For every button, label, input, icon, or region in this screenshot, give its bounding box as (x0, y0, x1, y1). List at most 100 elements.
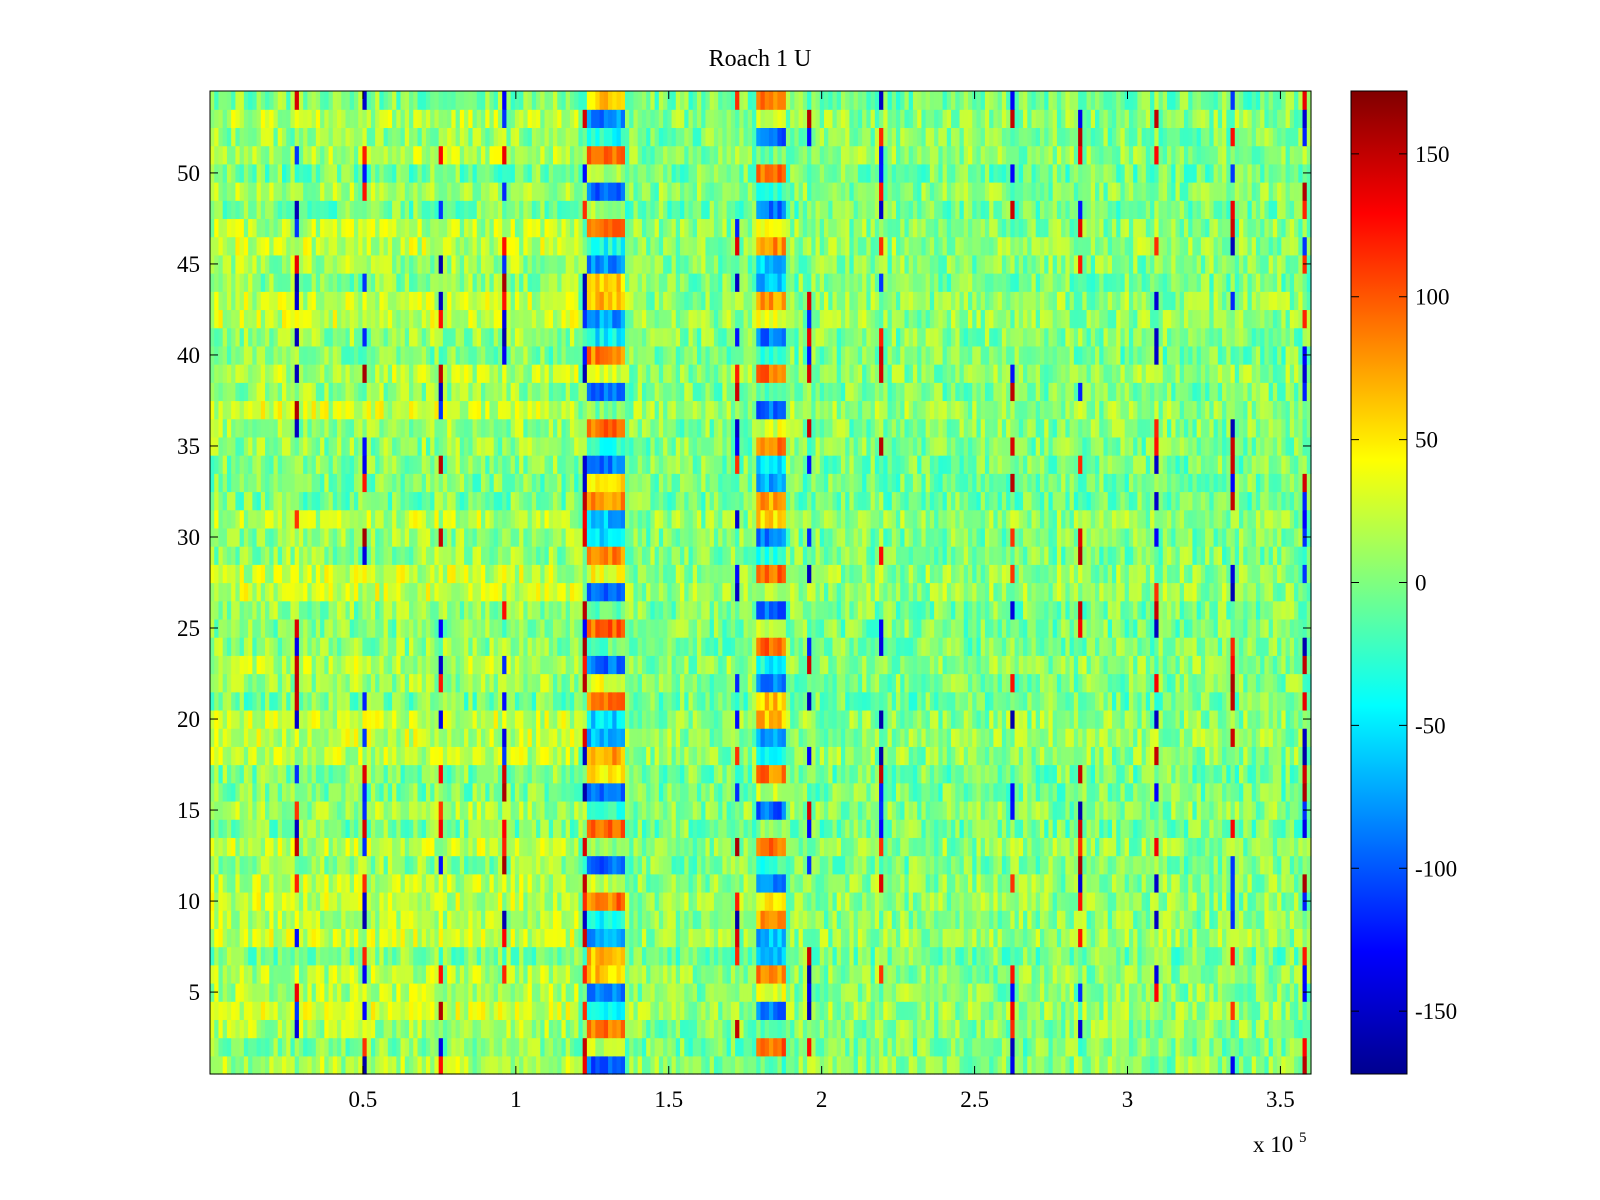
heatmap-cell (603, 1055, 609, 1075)
heatmap-cell (290, 800, 296, 820)
heatmap-cell (1209, 1019, 1215, 1039)
heatmap-cell (955, 800, 961, 820)
heatmap-cell (413, 800, 419, 820)
heatmap-cell (802, 982, 808, 1002)
heatmap-cell (1205, 982, 1210, 1002)
heatmap-cell (946, 946, 952, 966)
heatmap-cell (265, 855, 270, 875)
heatmap-cell (430, 819, 436, 838)
heatmap-cell (646, 946, 651, 966)
heatmap-cell (1285, 910, 1291, 929)
heatmap-cell (667, 982, 673, 1002)
heatmap-cell (1001, 746, 1007, 766)
heatmap-cell (675, 1001, 681, 1020)
heatmap-cell (349, 837, 355, 857)
heatmap-cell (1039, 928, 1045, 948)
heatmap-cell (900, 782, 906, 802)
heatmap-cell (294, 728, 300, 747)
heatmap-cell (684, 964, 690, 984)
heatmap-cell (366, 837, 372, 857)
heatmap-cell (781, 1019, 787, 1039)
heatmap-cell (667, 837, 673, 857)
heatmap-cell (519, 819, 524, 838)
heatmap-cell (379, 1037, 385, 1057)
heatmap-cell (222, 928, 228, 948)
heatmap-cell (434, 928, 440, 948)
heatmap-cell (582, 1055, 588, 1075)
heatmap-cell (654, 946, 660, 966)
heatmap-cell (510, 928, 516, 948)
heatmap-cell (1264, 910, 1270, 929)
heatmap-cell (675, 910, 681, 929)
heatmap-cell (976, 855, 982, 875)
heatmap-cell (705, 800, 711, 820)
heatmap-cell (243, 800, 249, 820)
heatmap-cell (459, 837, 465, 857)
heatmap-cell (671, 964, 677, 984)
heatmap-cell (1179, 1001, 1185, 1020)
heatmap-cell (459, 728, 465, 747)
heatmap-cell (942, 819, 948, 838)
heatmap-cell (705, 891, 711, 911)
heatmap-cell (688, 1055, 694, 1075)
heatmap-cell (641, 764, 647, 784)
heatmap-cell (510, 946, 516, 966)
heatmap-cell (476, 782, 482, 802)
heatmap-cell (883, 891, 889, 911)
heatmap-cell (908, 782, 914, 802)
heatmap-cell (934, 800, 939, 820)
heatmap-cell (1073, 1019, 1079, 1039)
heatmap-cell (599, 855, 605, 875)
heatmap-cell (595, 928, 601, 948)
heatmap-cell (612, 982, 618, 1002)
heatmap-cell (281, 728, 287, 747)
heatmap-cell (392, 964, 397, 984)
heatmap-cell (849, 982, 855, 1002)
heatmap-cell (1192, 982, 1198, 1002)
heatmap-cell (646, 1055, 651, 1075)
heatmap-cell (510, 782, 516, 802)
heatmap-cell (1243, 946, 1249, 966)
heatmap-cell (603, 764, 609, 784)
heatmap-cell (811, 782, 817, 802)
heatmap-cell (345, 800, 351, 820)
heatmap-cell (743, 891, 749, 911)
heatmap-cell (341, 982, 347, 1002)
heatmap-cell (425, 1001, 431, 1020)
heatmap-cell (353, 1055, 359, 1075)
heatmap-cell (832, 928, 838, 948)
heatmap-cell (1213, 782, 1219, 802)
heatmap-cell (1234, 800, 1240, 820)
heatmap-cell (921, 982, 927, 1002)
heatmap-cell (1023, 782, 1028, 802)
heatmap-cell (1082, 873, 1088, 893)
heatmap-cell (413, 1055, 419, 1075)
heatmap-cell (544, 855, 550, 875)
heatmap-cell (400, 800, 406, 820)
heatmap-cell (349, 819, 355, 838)
heatmap-cell (781, 819, 787, 838)
heatmap-cell (696, 746, 702, 766)
heatmap-cell (883, 800, 889, 820)
heatmap-cell (1137, 946, 1143, 966)
heatmap-cell (688, 891, 694, 911)
heatmap-cell (951, 1037, 956, 1057)
heatmap-cell (468, 982, 474, 1002)
heatmap-cell (337, 819, 342, 838)
heatmap-cell (832, 946, 838, 966)
heatmap-cell (730, 855, 736, 875)
heatmap-cell (680, 728, 685, 747)
heatmap-cell (392, 819, 397, 838)
heatmap-cell (273, 873, 279, 893)
heatmap-cell (942, 800, 948, 820)
heatmap-cell (286, 946, 292, 966)
heatmap-cell (442, 946, 448, 966)
heatmap-cell (404, 946, 410, 966)
heatmap-cell (811, 964, 817, 984)
heatmap-cell (1272, 746, 1278, 766)
heatmap-cell (1010, 855, 1016, 875)
heatmap-cell (938, 891, 944, 911)
heatmap-cell (946, 928, 952, 948)
heatmap-cell (493, 1019, 499, 1039)
heatmap-cell (773, 964, 779, 984)
